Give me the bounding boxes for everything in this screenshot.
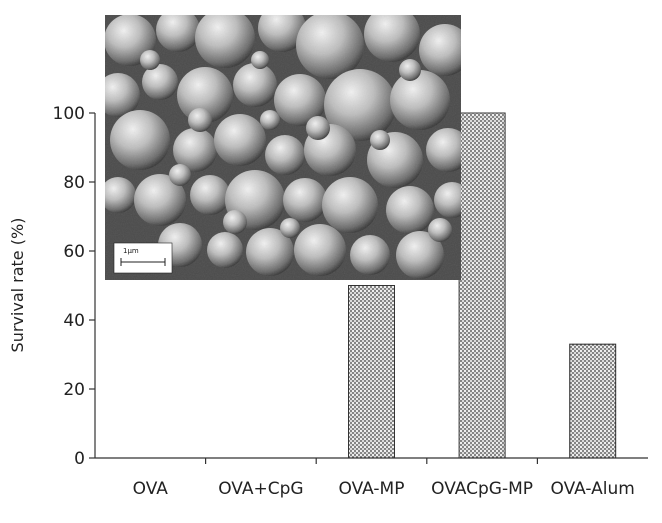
scale-bar-label: 1μm xyxy=(123,247,139,255)
y-tick-label: 40 xyxy=(63,311,85,331)
y-tick-label: 100 xyxy=(53,104,85,124)
x-tick-label: OVACpG-MP xyxy=(431,479,533,499)
x-tick-labels: OVA OVA+CpG OVA-MP OVACpG-MP OVA-Alum xyxy=(133,479,635,499)
x-tick-label: OVA xyxy=(133,479,169,499)
x-ticks xyxy=(206,458,538,464)
x-tick-label: OVA-MP xyxy=(339,479,405,499)
y-tick-label: 20 xyxy=(63,380,85,400)
y-ticks: 0 20 40 60 80 100 xyxy=(53,104,95,469)
scale-bar: 1μm xyxy=(114,243,172,273)
bar-ova-alum xyxy=(570,344,616,458)
bar-ovacpg-mp xyxy=(459,113,505,458)
y-tick-label: 0 xyxy=(74,449,85,469)
y-tick-label: 60 xyxy=(63,242,85,262)
y-tick-label: 80 xyxy=(63,173,85,193)
sem-microsphere-inset: 1μm xyxy=(96,4,471,280)
y-axis-label: Survival rate (%) xyxy=(8,218,27,353)
x-tick-label: OVA-Alum xyxy=(551,479,635,499)
x-tick-label: OVA+CpG xyxy=(218,479,303,499)
bar-ova-mp xyxy=(349,286,395,459)
